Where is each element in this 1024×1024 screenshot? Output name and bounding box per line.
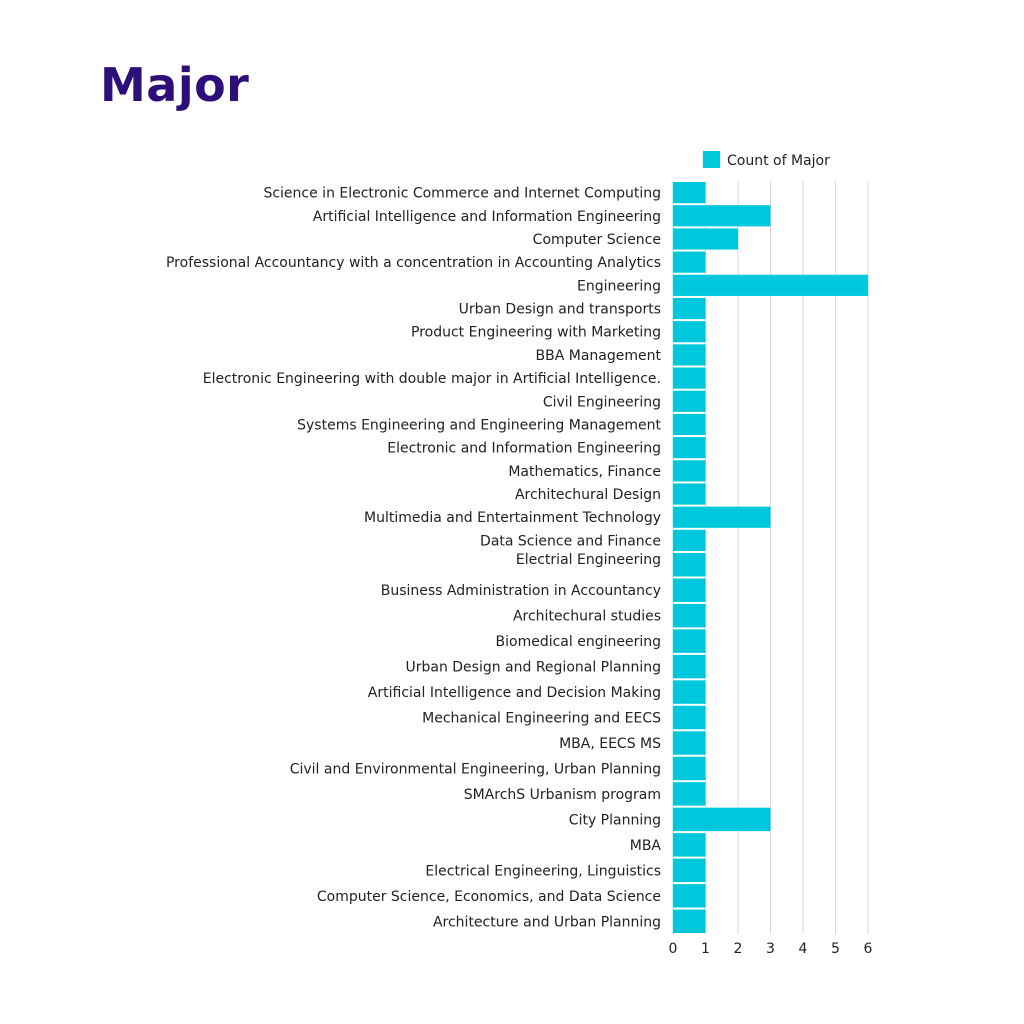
category-label-24: MBA, EECS MS [559, 736, 661, 752]
category-label-19: Architechural studies [513, 609, 661, 625]
x-tick-label-2: 2 [734, 941, 743, 957]
bar-26 [673, 782, 706, 806]
bar-3 [673, 228, 738, 250]
bar-2 [673, 205, 771, 227]
category-label-11: Systems Engineering and Engineering Mana… [297, 417, 661, 433]
bar-15 [673, 506, 771, 528]
category-label-9: Electronic Engineering with double major… [203, 371, 661, 387]
category-label-31: Architecture and Urban Planning [433, 914, 661, 930]
category-label-1: Science in Electronic Commerce and Inter… [263, 186, 661, 202]
bar-16 [673, 529, 706, 551]
bar-21 [673, 654, 706, 679]
bar-4 [673, 251, 706, 273]
category-label-29: Electrical Engineering, Linguistics [425, 863, 661, 879]
category-label-8: BBA Management [536, 348, 662, 364]
bar-22 [673, 680, 706, 704]
category-label-28: MBA [630, 838, 662, 854]
bars [673, 182, 868, 933]
bar-5 [673, 274, 868, 296]
bar-30 [673, 884, 706, 908]
bar-29 [673, 858, 706, 883]
legend: Count of Major [703, 151, 830, 169]
category-label-16: Data Science and Finance [480, 533, 661, 549]
page-title: Major [100, 58, 250, 112]
category-label-18: Business Administration in Accountancy [381, 583, 661, 599]
category-label-27: City Planning [569, 812, 661, 828]
bar-6 [673, 297, 706, 320]
bar-27 [673, 807, 771, 832]
category-label-13: Mathematics, Finance [508, 464, 661, 480]
category-label-7: Product Engineering with Marketing [411, 325, 661, 341]
bar-17 [673, 553, 706, 577]
bar-7 [673, 321, 706, 343]
bar-8 [673, 344, 706, 366]
bar-24 [673, 731, 706, 755]
bar-1 [673, 182, 706, 204]
legend-swatch [703, 151, 720, 168]
category-label-20: Biomedical engineering [496, 634, 661, 650]
category-label-4: Professional Accountancy with a concentr… [166, 255, 661, 271]
bar-19 [673, 603, 706, 628]
bar-10 [673, 390, 706, 412]
category-label-26: SMArchS Urbanism program [464, 787, 661, 803]
x-tick-label-4: 4 [799, 941, 808, 957]
legend-label-count-of-major: Count of Major [727, 153, 830, 169]
category-label-15: Multimedia and Entertainment Technology [364, 510, 661, 526]
category-label-2: Artificial Intelligence and Information … [313, 209, 661, 225]
category-label-25: Civil and Environmental Engineering, Urb… [290, 761, 661, 777]
category-label-6: Urban Design and transports [459, 302, 661, 318]
category-label-5: Engineering [577, 278, 661, 294]
category-labels: Science in Electronic Commerce and Inter… [166, 186, 662, 931]
category-label-10: Civil Engineering [543, 394, 661, 410]
bar-31 [673, 909, 706, 933]
bar-23 [673, 705, 706, 730]
x-axis-ticks: 0 1 2 3 4 5 6 [669, 941, 873, 957]
x-tick-label-5: 5 [831, 941, 840, 957]
x-tick-label-6: 6 [864, 941, 873, 957]
category-label-3: Computer Science [533, 232, 661, 248]
bar-28 [673, 833, 706, 857]
bar-18 [673, 578, 706, 602]
bar-13 [673, 460, 706, 482]
category-label-12: Electronic and Information Engineering [387, 441, 661, 457]
category-label-30: Computer Science, Economics, and Data Sc… [317, 889, 661, 905]
bar-9 [673, 367, 706, 389]
bar-14 [673, 483, 706, 505]
bar-12 [673, 437, 706, 459]
category-label-23: Mechanical Engineering and EECS [422, 711, 661, 727]
bar-11 [673, 413, 706, 436]
category-label-21: Urban Design and Regional Planning [405, 660, 661, 676]
x-tick-label-0: 0 [669, 941, 678, 957]
x-tick-label-3: 3 [766, 941, 775, 957]
x-tick-label-1: 1 [701, 941, 710, 957]
bar-20 [673, 629, 706, 653]
category-label-17: Electrial Engineering [516, 552, 661, 568]
category-label-22: Artificial Intelligence and Decision Mak… [368, 685, 661, 701]
category-label-14: Architechural Design [515, 487, 661, 503]
bar-25 [673, 756, 706, 781]
